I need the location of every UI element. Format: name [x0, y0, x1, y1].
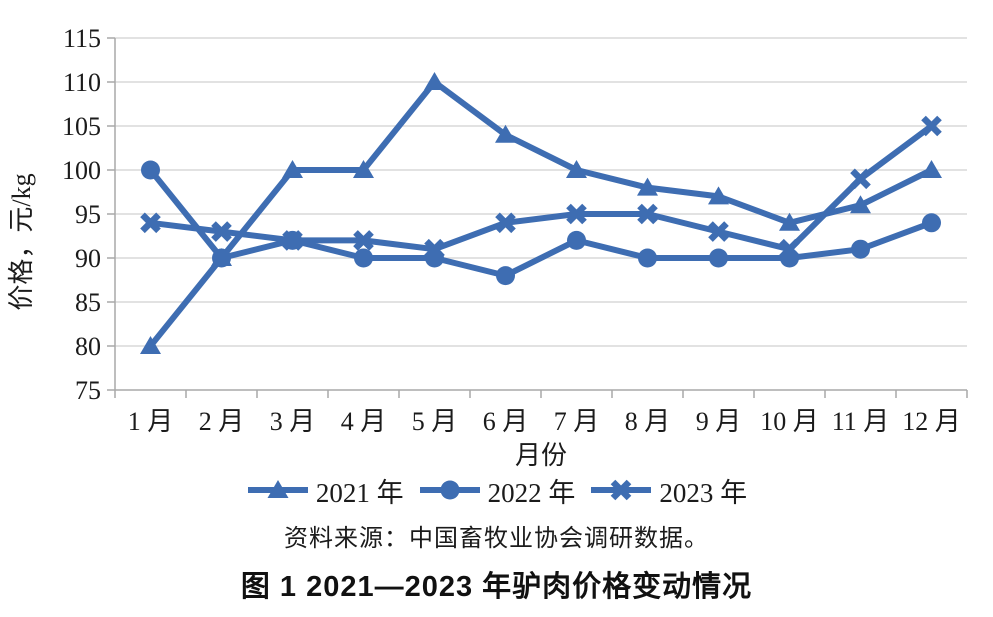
x-marker [282, 230, 303, 251]
figure-caption: 图 1 2021—2023 年驴肉价格变动情况 [240, 571, 753, 603]
triangle-marker [921, 160, 942, 178]
price-line-chart: 75 80 85 90 95 100 105 110 115 1 月 2 月 3 月 4 月 5 月 6 月… [7, 24, 968, 470]
x-tick-label: 7 月 [554, 407, 600, 436]
y-tick-label: 115 [63, 24, 101, 53]
x-marker [353, 230, 374, 251]
x-marker [424, 238, 445, 260]
x-marker [566, 203, 587, 225]
x-tick-label: 6 月 [483, 407, 529, 436]
x-tick-label: 9 月 [696, 407, 742, 436]
data-series-layer [140, 72, 942, 354]
circle-marker [851, 239, 870, 259]
x-tick-label: 2 月 [199, 407, 245, 436]
x-tick-label: 10 月 [760, 407, 819, 436]
y-tick-label: 105 [62, 112, 101, 141]
series-line-2022年 [148, 168, 933, 279]
x-tick-label: 5 月 [412, 407, 458, 436]
x-axis-title: 月份 [515, 441, 567, 470]
x-marker [495, 212, 516, 234]
x-tick-label: 1 月 [128, 407, 174, 436]
triangle-legend-marker-icon [247, 480, 308, 498]
x-marker [637, 203, 658, 225]
x-tick-label: 8 月 [625, 407, 671, 436]
x-marker [708, 221, 729, 242]
y-tick-label: 75 [75, 376, 101, 405]
y-axis-title: 价格，元/kg [7, 173, 36, 310]
y-tick-label: 100 [62, 156, 101, 185]
triangle-marker [353, 160, 374, 178]
legend-label: 2022 年 [487, 477, 576, 508]
circle-legend-marker-icon [419, 480, 480, 500]
legend-item-2023年: 2023 年 [589, 471, 747, 510]
y-tick-label: 80 [75, 332, 101, 361]
y-tick-label: 110 [63, 68, 101, 97]
x-tick-label: 4 月 [341, 407, 387, 436]
legend-label: 2021 年 [315, 477, 404, 508]
triangle-marker [779, 212, 800, 231]
legend-label: 2023 年 [659, 477, 748, 508]
x-marker [211, 221, 232, 242]
gridlines-and-axes: 75 80 85 90 95 100 105 110 115 1 月 2 月 3 月 4 月 5 月 6 月… [62, 24, 968, 436]
triangle-marker [424, 72, 445, 90]
series-line-2021年 [148, 79, 933, 348]
source-note: 资料来源：中国畜牧业协会调研数据。 [284, 526, 709, 552]
triangle-marker [140, 336, 161, 354]
x-tick-label: 11 月 [832, 407, 890, 436]
triangle-marker [566, 160, 587, 178]
circle-marker [440, 480, 460, 500]
triangle-marker [637, 177, 658, 196]
legend-item-2021年: 2021 年 [246, 471, 404, 510]
x-marker [779, 238, 800, 260]
circle-marker [141, 160, 160, 180]
y-tick-label: 95 [75, 200, 101, 229]
circle-marker [709, 248, 728, 268]
triangle-marker [282, 160, 303, 178]
y-tick-label: 85 [75, 288, 101, 317]
chart-legend: 2021 年 2022 年 2023 年 [0, 472, 993, 508]
triangle-marker [850, 195, 871, 214]
circle-marker [496, 266, 515, 286]
x-tick-label: 3 月 [270, 407, 316, 436]
x-legend-marker-icon [591, 479, 652, 501]
x-marker [850, 168, 871, 190]
series-line-2023年 [150, 123, 934, 253]
x-marker [921, 115, 942, 137]
x-marker [140, 212, 161, 234]
legend-item-2022年: 2022 年 [418, 471, 576, 510]
circle-marker [922, 213, 941, 233]
triangle-marker [708, 186, 729, 205]
triangle-marker [495, 124, 516, 143]
x-tick-label: 12 月 [902, 407, 961, 436]
circle-marker [354, 248, 373, 268]
circle-marker [638, 248, 657, 268]
y-tick-label: 90 [75, 244, 101, 273]
circle-marker [212, 248, 231, 268]
triangle-marker [267, 480, 289, 498]
x-marker [611, 479, 632, 501]
circle-marker [567, 230, 586, 250]
